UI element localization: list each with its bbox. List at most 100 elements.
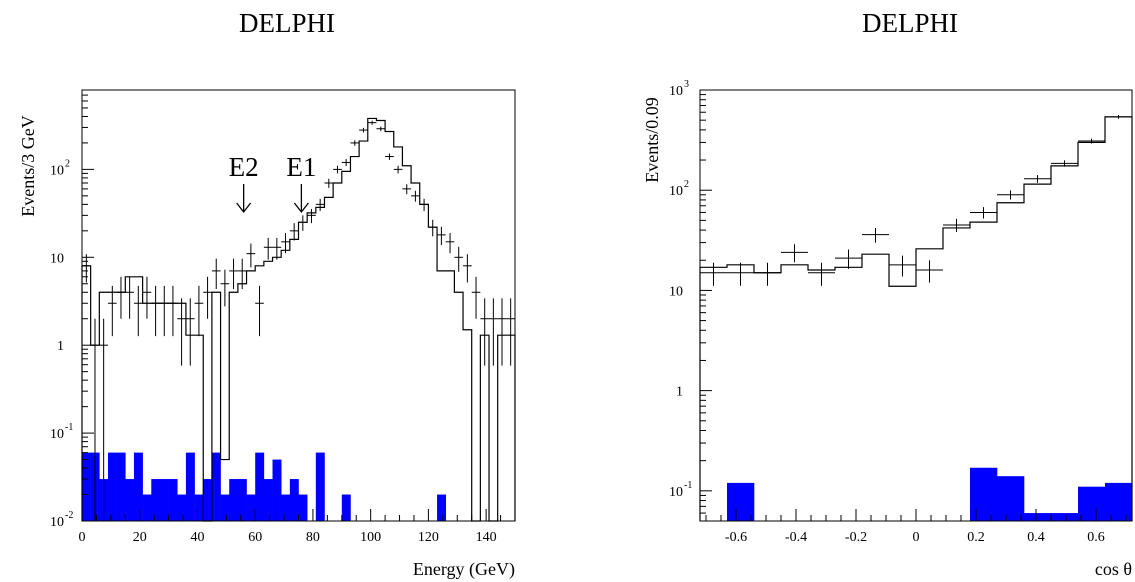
chart-title: DELPHI	[862, 8, 958, 38]
annotation-arrow-head	[293, 202, 309, 214]
data-point	[463, 254, 472, 283]
y-tick-label: 10	[669, 84, 683, 99]
data-point	[289, 223, 299, 241]
data-point	[781, 244, 808, 263]
data-point	[385, 153, 394, 160]
energy-chart: DELPHI Events/3 GeV Energy (GeV) 0 20 40 60…	[18, 8, 516, 580]
background-bar	[159, 479, 169, 521]
plot-frame	[699, 89, 1133, 522]
x-tick-label: 120	[418, 530, 439, 545]
background-bar	[194, 494, 204, 521]
y-axis-label: Events/0.09	[642, 97, 662, 183]
data-point	[997, 190, 1024, 200]
data-point	[506, 298, 515, 366]
background-bar	[211, 452, 221, 521]
background-bar	[168, 479, 178, 521]
y-tick-exponent: -1	[684, 480, 692, 491]
x-tick-label: 0.4	[1027, 530, 1045, 545]
y-tick-label: 10	[669, 284, 683, 299]
background-bar	[289, 479, 299, 521]
data-point	[437, 226, 446, 246]
background-bar	[1051, 513, 1079, 521]
data-point	[107, 285, 117, 337]
data-point	[151, 285, 160, 337]
annotation-arrow-head	[236, 202, 252, 214]
background-bar	[727, 482, 755, 521]
data-point	[324, 178, 334, 188]
background-bar	[437, 494, 447, 521]
data-point	[116, 276, 126, 319]
background-bar	[185, 452, 195, 521]
data-point	[402, 184, 412, 195]
chart-title: DELPHI	[239, 8, 335, 38]
data-point	[1051, 160, 1078, 167]
background-bar	[1105, 482, 1133, 521]
annotation-label: E2	[229, 152, 259, 182]
data-point	[177, 298, 186, 366]
x-tick-label: 60	[248, 530, 262, 545]
data-point	[229, 258, 238, 290]
background-bar	[116, 452, 126, 521]
data-point	[411, 190, 420, 202]
background-bar	[229, 479, 239, 521]
data-point	[970, 207, 997, 219]
background-bar	[997, 476, 1025, 521]
y-tick-exponent: 3	[684, 79, 689, 90]
y-tick-label: 10	[50, 163, 64, 178]
data-point	[82, 254, 91, 283]
background-bar	[177, 494, 187, 521]
data-point	[133, 285, 143, 337]
background-bar	[255, 452, 265, 521]
simulation-line	[699, 116, 1133, 521]
data-point	[350, 140, 360, 146]
background-bar	[151, 479, 161, 521]
annotation-e2: E2	[229, 152, 259, 214]
data-point	[754, 262, 781, 286]
background-bar	[237, 479, 247, 521]
data-point	[889, 255, 916, 277]
data-point	[943, 218, 970, 232]
data-point	[808, 262, 835, 286]
background-bar	[82, 452, 91, 521]
y-tick-label: 1	[676, 385, 683, 400]
background-bar	[1078, 486, 1106, 521]
data-point	[419, 198, 429, 211]
x-axis-label: cos θ	[1095, 559, 1132, 579]
data-point	[159, 285, 169, 337]
y-tick-exponent: -2	[65, 510, 73, 521]
data-point	[489, 298, 498, 366]
background-bar	[220, 494, 230, 521]
data-point	[272, 237, 282, 260]
data-point	[185, 298, 195, 366]
background-bar	[298, 494, 308, 521]
annotation-e1: E1	[286, 152, 316, 214]
data-point	[471, 276, 481, 319]
data-point	[307, 208, 316, 224]
data-point	[142, 276, 152, 319]
data-point	[341, 159, 351, 167]
x-tick-label: 40	[190, 530, 204, 545]
x-tick-label: 0	[913, 530, 920, 545]
data-point	[367, 120, 377, 125]
y-tick-label: 1	[57, 339, 64, 354]
background-bar	[272, 459, 282, 521]
data-point	[497, 298, 507, 366]
data-point	[445, 233, 455, 254]
background-bar	[246, 494, 256, 521]
x-tick-label: 100	[360, 530, 381, 545]
data-point	[393, 165, 403, 174]
data-point	[727, 262, 754, 286]
data-point	[255, 285, 264, 337]
data-point	[376, 126, 386, 132]
data-point	[862, 227, 889, 243]
x-tick-label: -0.4	[785, 530, 807, 545]
y-tick-label: 10	[669, 184, 683, 199]
annotation-label: E1	[286, 152, 316, 182]
data-point	[1078, 138, 1105, 144]
background-bar	[203, 479, 213, 521]
data-point	[168, 285, 178, 337]
data-point	[333, 165, 342, 174]
